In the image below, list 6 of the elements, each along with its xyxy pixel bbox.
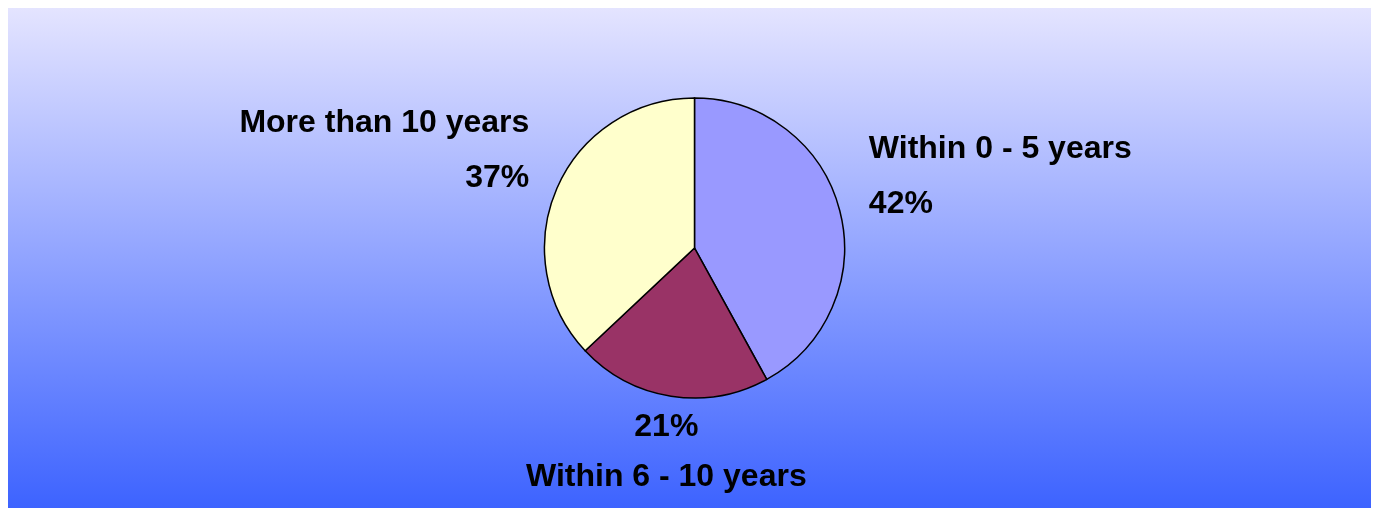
slice-label: Within 6 - 10 years xyxy=(525,456,807,493)
data-label: 37% xyxy=(465,157,530,194)
slice-label: Within 0 - 5 years xyxy=(868,129,1132,166)
data-label: 42% xyxy=(868,184,933,221)
data-label: 21% xyxy=(634,406,699,443)
slice-label: More than 10 years xyxy=(239,102,530,139)
